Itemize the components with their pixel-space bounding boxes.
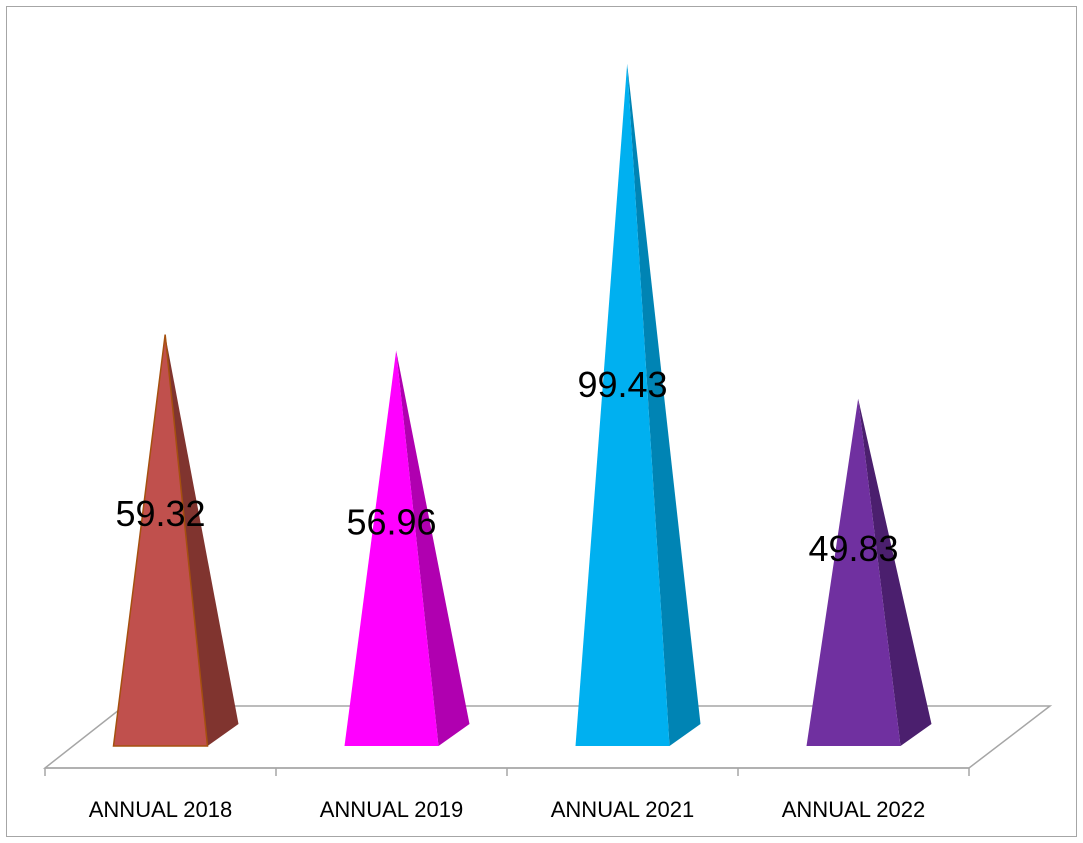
pyramid-bar <box>112 334 239 747</box>
pyramid-front-face <box>344 350 439 746</box>
pyramid-side-face <box>165 334 239 746</box>
pyramid-front-face <box>806 398 901 746</box>
x-tick-label: ANNUAL 2022 <box>782 797 925 822</box>
pyramid-side-face <box>627 63 701 747</box>
pyramid-bar <box>575 63 701 747</box>
x-tick-label: ANNUAL 2019 <box>320 797 463 822</box>
data-label: 56.96 <box>346 502 436 543</box>
x-tick-label: ANNUAL 2021 <box>551 797 694 822</box>
pyramid-side-face <box>858 398 932 746</box>
pyramid-front-face <box>575 63 670 747</box>
pyramid-bar <box>344 350 470 746</box>
data-label: 99.43 <box>577 364 667 405</box>
pyramid-front-face <box>112 334 209 747</box>
data-label: 49.83 <box>808 528 898 569</box>
pyramid-side-face <box>396 350 470 746</box>
data-label: 59.32 <box>115 493 205 534</box>
x-tick-label: ANNUAL 2018 <box>89 797 232 822</box>
pyramid-bar <box>806 398 932 746</box>
